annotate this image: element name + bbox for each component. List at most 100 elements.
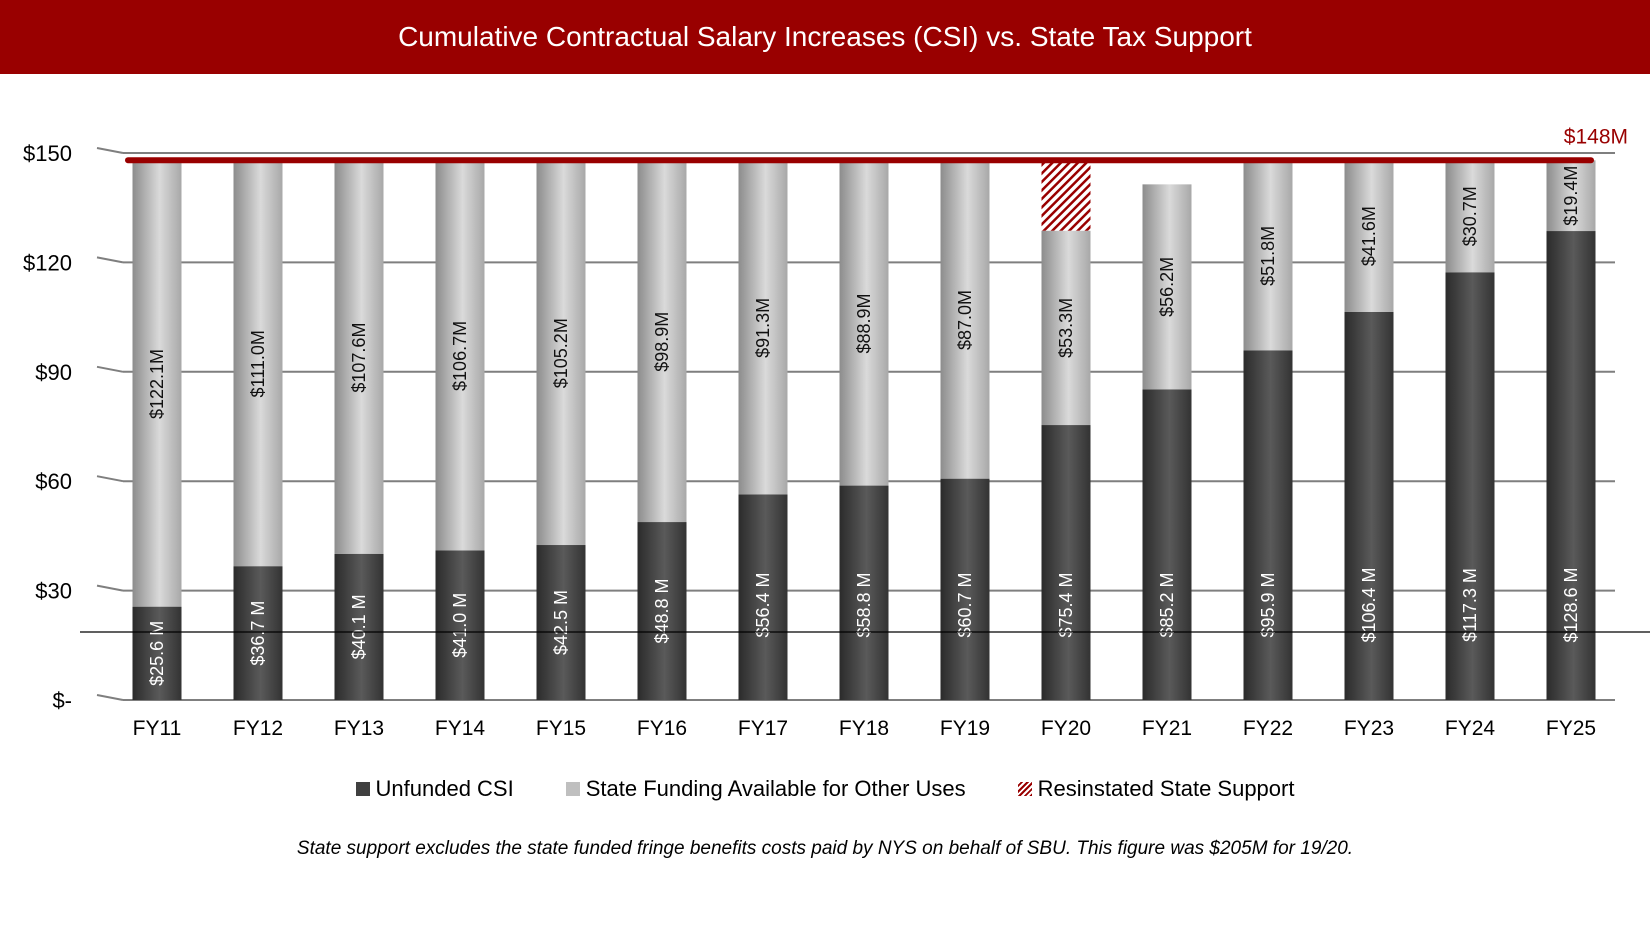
data-label: $75.4 M [1056, 572, 1076, 637]
chart-title: Cumulative Contractual Salary Increases … [0, 0, 1650, 74]
legend-item-unfunded-csi: Unfunded CSI [355, 776, 514, 802]
data-label: $51.8M [1258, 226, 1278, 286]
x-tick-label: FY19 [940, 717, 990, 740]
bar-state-funding [132, 161, 182, 607]
reference-line-label: $148M [1564, 125, 1628, 148]
data-label: $128.6 M [1561, 567, 1581, 642]
bar-unfunded-csi [536, 545, 586, 700]
bar-unfunded-csi [738, 494, 788, 700]
bar-unfunded-csi [1445, 272, 1495, 700]
data-label: $19.4M [1561, 166, 1581, 226]
x-tick-label: FY13 [334, 717, 384, 740]
x-tick-label: FY20 [1041, 717, 1091, 740]
data-label: $56.2M [1157, 257, 1177, 317]
data-label: $41.6M [1359, 206, 1379, 266]
data-label: $48.8 M [652, 578, 672, 643]
data-label: $85.2 M [1157, 572, 1177, 637]
bar-unfunded-csi [132, 606, 182, 700]
axis-tick [96, 147, 124, 154]
data-label: $53.3M [1056, 298, 1076, 358]
bar-state-funding [1344, 160, 1394, 312]
bar-unfunded-csi [1243, 350, 1293, 700]
bar-state-funding [637, 161, 687, 523]
x-tick-label: FY14 [435, 717, 486, 740]
legend-label: Unfunded CSI [375, 776, 514, 801]
legend-item-reinstated: Resinstated State Support [1017, 776, 1295, 802]
y-tick-label: $90 [35, 360, 72, 385]
data-label: $58.8 M [854, 572, 874, 637]
bar-unfunded-csi [1142, 389, 1192, 700]
data-label: $60.7 M [955, 572, 975, 637]
y-tick-label: $60 [35, 469, 72, 494]
x-tick-label: FY22 [1243, 717, 1293, 740]
bar-state-funding [940, 161, 990, 479]
bar-state-funding [536, 161, 586, 546]
x-tick-label: FY24 [1445, 717, 1496, 740]
bar-unfunded-csi [940, 478, 990, 700]
legend-swatch [1017, 782, 1032, 796]
y-tick-label: $150 [23, 141, 72, 166]
axis-tick [96, 365, 124, 373]
x-tick-label: FY18 [839, 717, 889, 740]
x-tick-label: FY12 [233, 717, 283, 740]
bar-state-funding [738, 161, 788, 495]
data-label: $122.1M [147, 349, 167, 419]
data-label: $88.9M [854, 293, 874, 353]
data-label: $36.7 M [248, 601, 268, 666]
bar-state-funding [435, 161, 485, 551]
data-label: $106.4 M [1359, 567, 1379, 642]
y-tick-label: $30 [35, 579, 72, 604]
legend-swatch [565, 782, 580, 796]
bar-state-funding [1445, 160, 1495, 273]
x-tick-label: FY11 [133, 717, 182, 740]
axis-tick [96, 584, 124, 592]
y-tick-label: $120 [23, 250, 72, 275]
data-label: $106.7M [450, 321, 470, 391]
bar-unfunded-csi [334, 553, 384, 700]
bar-unfunded-csi [435, 550, 485, 700]
bar-state-funding [1546, 160, 1596, 232]
bar-state-funding [839, 161, 889, 486]
axis-tick [96, 475, 124, 483]
data-label: $107.6M [349, 323, 369, 393]
x-tick-label: FY21 [1142, 717, 1192, 740]
data-label: $87.0M [955, 290, 975, 350]
bar-unfunded-csi [839, 485, 889, 700]
x-tick-label: FY25 [1546, 717, 1596, 740]
data-label: $95.9 M [1258, 572, 1278, 637]
legend-item-state-funding: State Funding Available for Other Uses [565, 776, 966, 802]
x-tick-label: FY15 [536, 717, 586, 740]
legend-swatch [355, 782, 370, 796]
legend-label: State Funding Available for Other Uses [585, 776, 966, 801]
bar-state-funding [334, 161, 384, 554]
data-label: $105.2M [551, 318, 571, 388]
bar-state-funding [1142, 184, 1192, 390]
bar-state-funding [1243, 161, 1293, 351]
x-tick-label: FY17 [738, 717, 788, 740]
bar-unfunded-csi [1041, 425, 1091, 700]
axis-tick [96, 256, 124, 264]
legend-label: Resinstated State Support [1037, 776, 1295, 801]
data-label: $111.0M [248, 330, 268, 397]
data-label: $91.3M [753, 298, 773, 358]
x-tick-label: FY16 [637, 717, 687, 740]
x-tick-label: FY23 [1344, 717, 1394, 740]
data-label: $41.0 M [450, 593, 470, 658]
data-label: $25.6 M [147, 621, 167, 686]
data-label: $40.1 M [349, 594, 369, 659]
bar-reinstated-support [1041, 160, 1091, 231]
bar-unfunded-csi [637, 522, 687, 700]
y-tick-label: $- [52, 688, 72, 713]
bar-unfunded-csi [233, 566, 283, 700]
data-label: $98.9M [652, 312, 672, 372]
bar-state-funding [1041, 230, 1091, 426]
data-label: $30.7M [1460, 186, 1480, 246]
axis-tick [96, 694, 124, 701]
bar-unfunded-csi [1344, 311, 1394, 700]
bar-state-funding [233, 161, 283, 567]
data-label: $117.3 M [1460, 568, 1480, 642]
legend: Unfunded CSI State Funding Available for… [0, 776, 1650, 802]
bar-unfunded-csi [1546, 231, 1596, 700]
footnote: State support excludes the state funded … [296, 838, 1354, 859]
